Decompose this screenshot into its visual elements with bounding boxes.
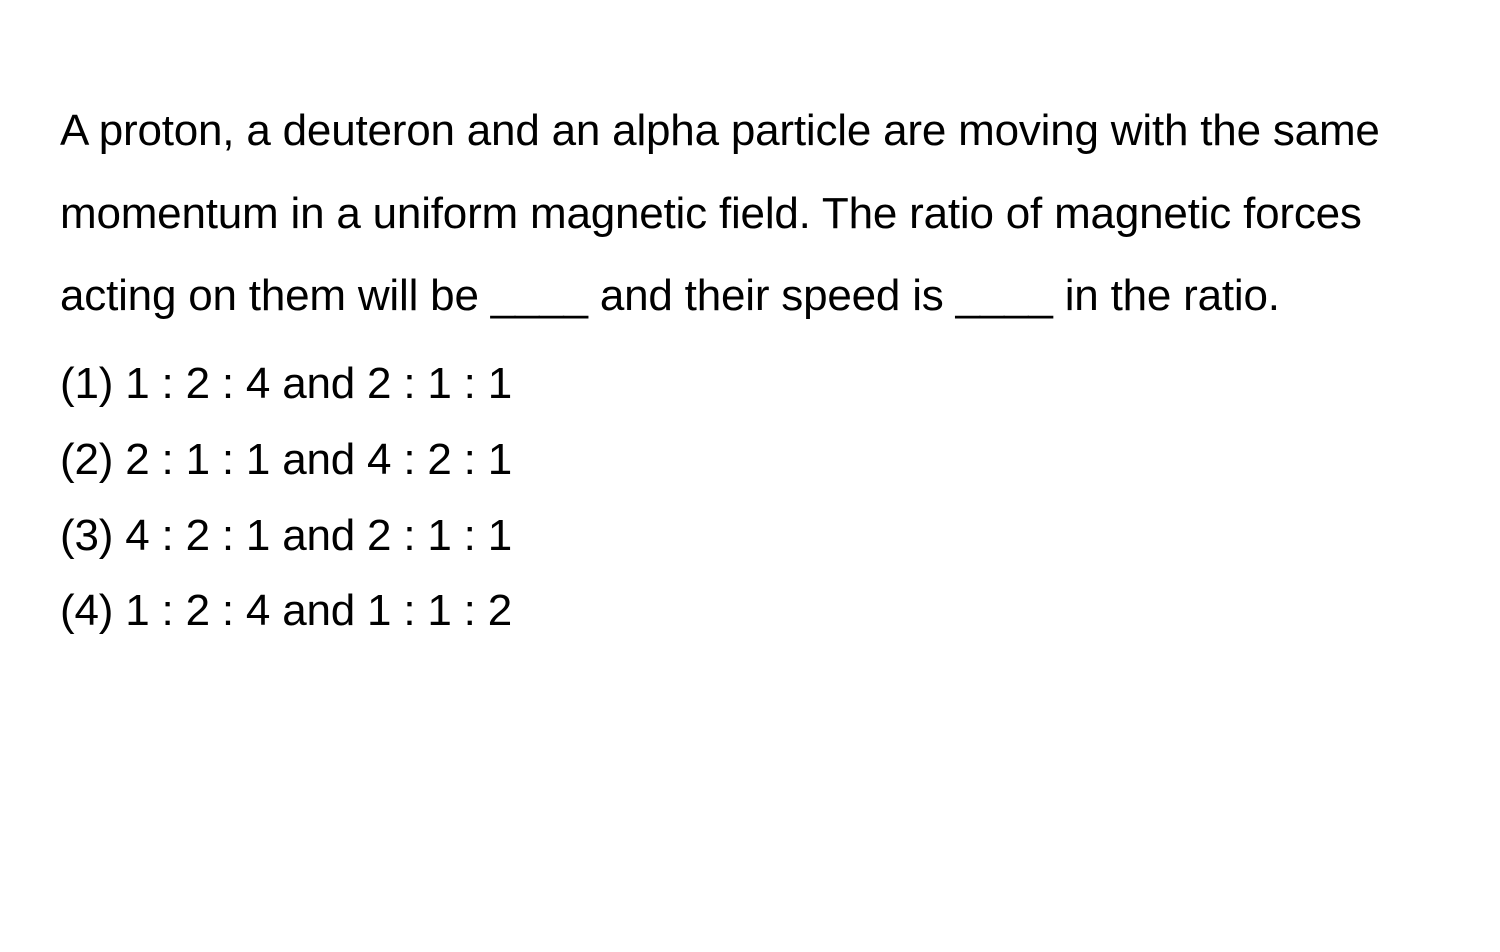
question-page: A proton, a deuteron and an alpha partic… <box>0 0 1500 952</box>
option-3: (3) 4 : 2 : 1 and 2 : 1 : 1 <box>60 498 1440 574</box>
option-1: (1) 1 : 2 : 4 and 2 : 1 : 1 <box>60 346 1440 422</box>
option-2-text: 2 : 1 : 1 and 4 : 2 : 1 <box>125 435 512 484</box>
option-4-label: (4) <box>60 586 113 635</box>
question-stem: A proton, a deuteron and an alpha partic… <box>60 90 1440 338</box>
option-4: (4) 1 : 2 : 4 and 1 : 1 : 2 <box>60 573 1440 649</box>
option-2-label: (2) <box>60 435 113 484</box>
options-list: (1) 1 : 2 : 4 and 2 : 1 : 1 (2) 2 : 1 : … <box>60 346 1440 649</box>
option-1-text: 1 : 2 : 4 and 2 : 1 : 1 <box>125 359 512 408</box>
option-4-text: 1 : 2 : 4 and 1 : 1 : 2 <box>125 586 512 635</box>
option-3-text: 4 : 2 : 1 and 2 : 1 : 1 <box>125 511 512 560</box>
option-1-label: (1) <box>60 359 113 408</box>
option-3-label: (3) <box>60 511 113 560</box>
option-2: (2) 2 : 1 : 1 and 4 : 2 : 1 <box>60 422 1440 498</box>
